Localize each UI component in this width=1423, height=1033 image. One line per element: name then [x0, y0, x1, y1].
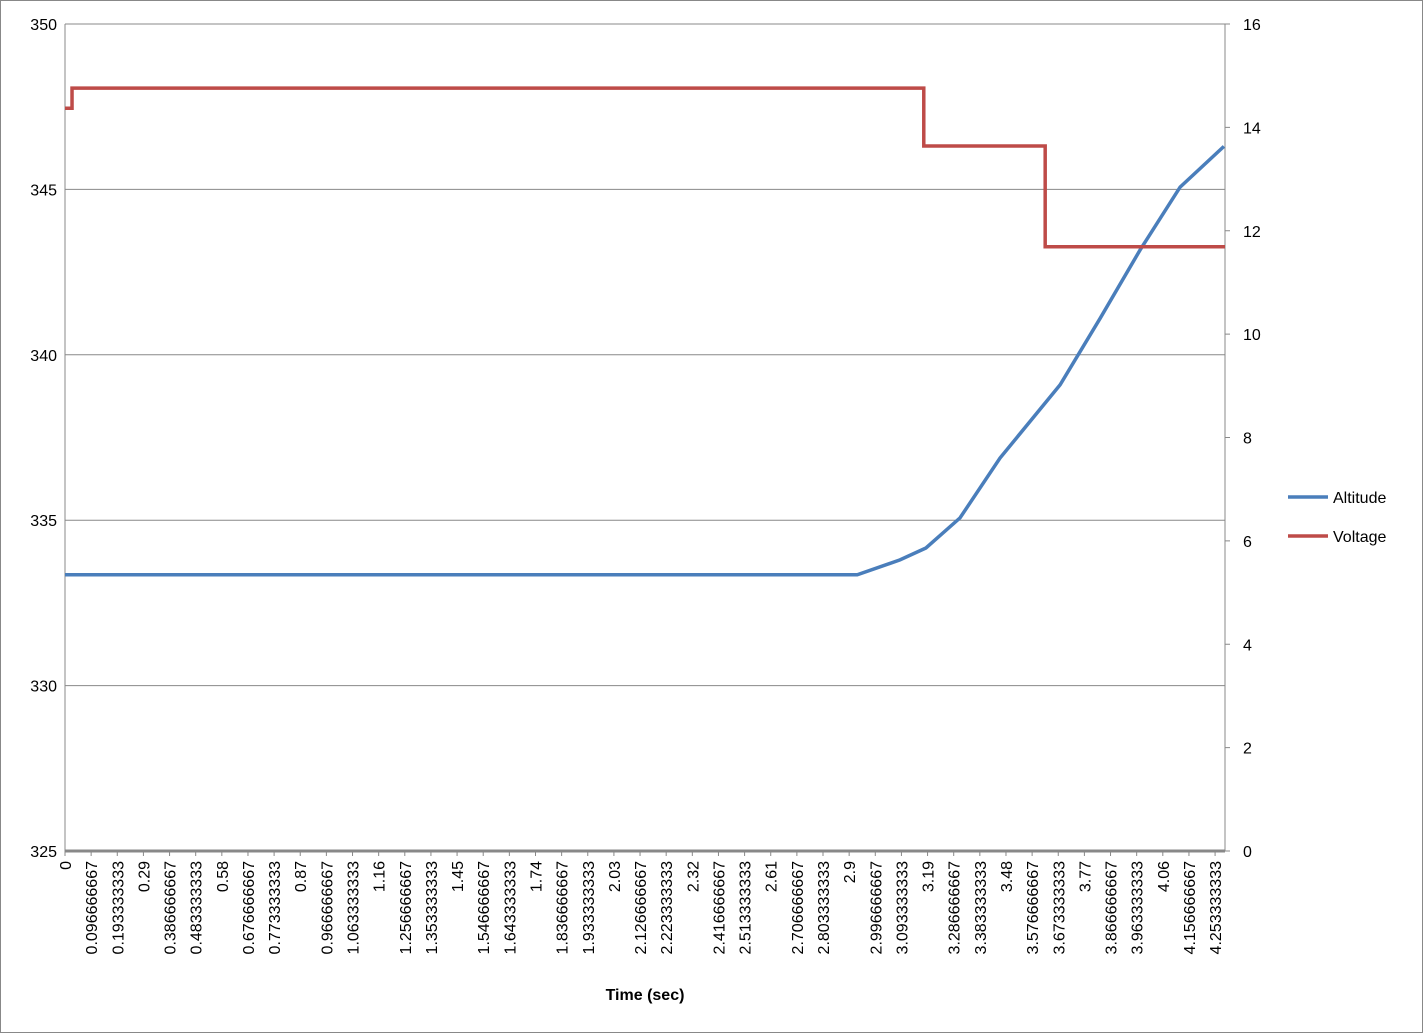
x-tick-label: 4.156666667: [1182, 861, 1199, 955]
x-tick-label: 3.77: [1077, 861, 1094, 892]
data-line: [65, 86, 1225, 249]
x-tick-label: 2.61: [764, 861, 781, 892]
x-tick-label: 3.673333333: [1051, 861, 1068, 955]
x-tick-label: 1.256666667: [398, 861, 415, 955]
y2-tick-label: 4: [1243, 637, 1252, 654]
x-tick-label: 0.29: [136, 861, 153, 892]
x-tick-label: 0.87: [293, 861, 310, 892]
x-tick-label: 1.546666667: [476, 861, 493, 955]
x-tick-label: 2.996666667: [868, 861, 885, 955]
x-tick-label: 2.803333333: [816, 861, 833, 955]
x-tick-label: 3.866666667: [1104, 861, 1121, 955]
x-tick-label: 1.836666667: [555, 861, 572, 955]
y2-tick-label: 6: [1243, 534, 1252, 551]
x-tick-label: 2.223333333: [659, 861, 676, 955]
x-tick-label: 1.063333333: [346, 861, 363, 955]
x-tick-label: 1.45: [450, 861, 467, 892]
x-tick-label: 0.096666667: [84, 861, 101, 955]
x-tick-label: 3.286666667: [947, 861, 964, 955]
y2-tick-label: 2: [1243, 741, 1252, 758]
x-tick-label: 0.386666667: [163, 861, 180, 955]
y-tick-label: 335: [30, 513, 57, 530]
x-tick-label: 0.773333333: [267, 861, 284, 955]
x-tick-label: 3.963333333: [1130, 861, 1147, 955]
x-tick-label: 2.126666667: [633, 861, 650, 955]
legend-label: Altitude: [1333, 490, 1386, 507]
x-tick-label: 1.643333333: [502, 861, 519, 955]
x-tick-label: 2.03: [607, 861, 624, 892]
y2-tick-label: 8: [1243, 431, 1252, 448]
x-tick-label: 3.576666667: [1025, 861, 1042, 955]
x-tick-label: 4.253333333: [1208, 861, 1225, 955]
x-tick-label: 2.706666667: [790, 861, 807, 955]
data-line: [65, 145, 1226, 577]
x-axis-label: Time (sec): [606, 987, 685, 1004]
y2-tick-label: 16: [1243, 17, 1261, 34]
y-tick-label: 325: [30, 844, 57, 861]
x-tick-label: 3.093333333: [894, 861, 911, 955]
x-tick-label: 2.513333333: [738, 861, 755, 955]
y-tick-label: 350: [30, 17, 57, 34]
x-tick-label: 1.74: [528, 861, 545, 892]
x-tick-label: 2.9: [842, 861, 859, 883]
x-tick-label: 0: [58, 861, 75, 870]
x-tick-label: 1.933333333: [581, 861, 598, 955]
x-tick-label: 1.353333333: [424, 861, 441, 955]
x-tick-label: 3.48: [999, 861, 1016, 892]
x-tick-label: 0.966666667: [319, 861, 336, 955]
x-tick-label: 0.193333333: [110, 861, 127, 955]
y-tick-label: 330: [30, 679, 57, 696]
y2-tick-label: 0: [1243, 844, 1252, 861]
x-tick-label: 2.32: [685, 861, 702, 892]
x-tick-label: 0.483333333: [189, 861, 206, 955]
legend-label: Voltage: [1333, 529, 1386, 546]
y2-tick-label: 14: [1243, 120, 1261, 137]
y2-tick-label: 12: [1243, 224, 1261, 241]
y2-tick-label: 10: [1243, 327, 1261, 344]
y-tick-label: 345: [30, 182, 57, 199]
x-tick-label: 3.19: [921, 861, 938, 892]
x-tick-label: 2.416666667: [711, 861, 728, 955]
x-tick-label: 3.383333333: [973, 861, 990, 955]
y-tick-label: 340: [30, 348, 57, 365]
x-tick-label: 4.06: [1156, 861, 1173, 892]
x-tick-label: 0.676666667: [241, 861, 258, 955]
x-tick-label: 1.16: [372, 861, 389, 892]
x-tick-label: 0.58: [215, 861, 232, 892]
